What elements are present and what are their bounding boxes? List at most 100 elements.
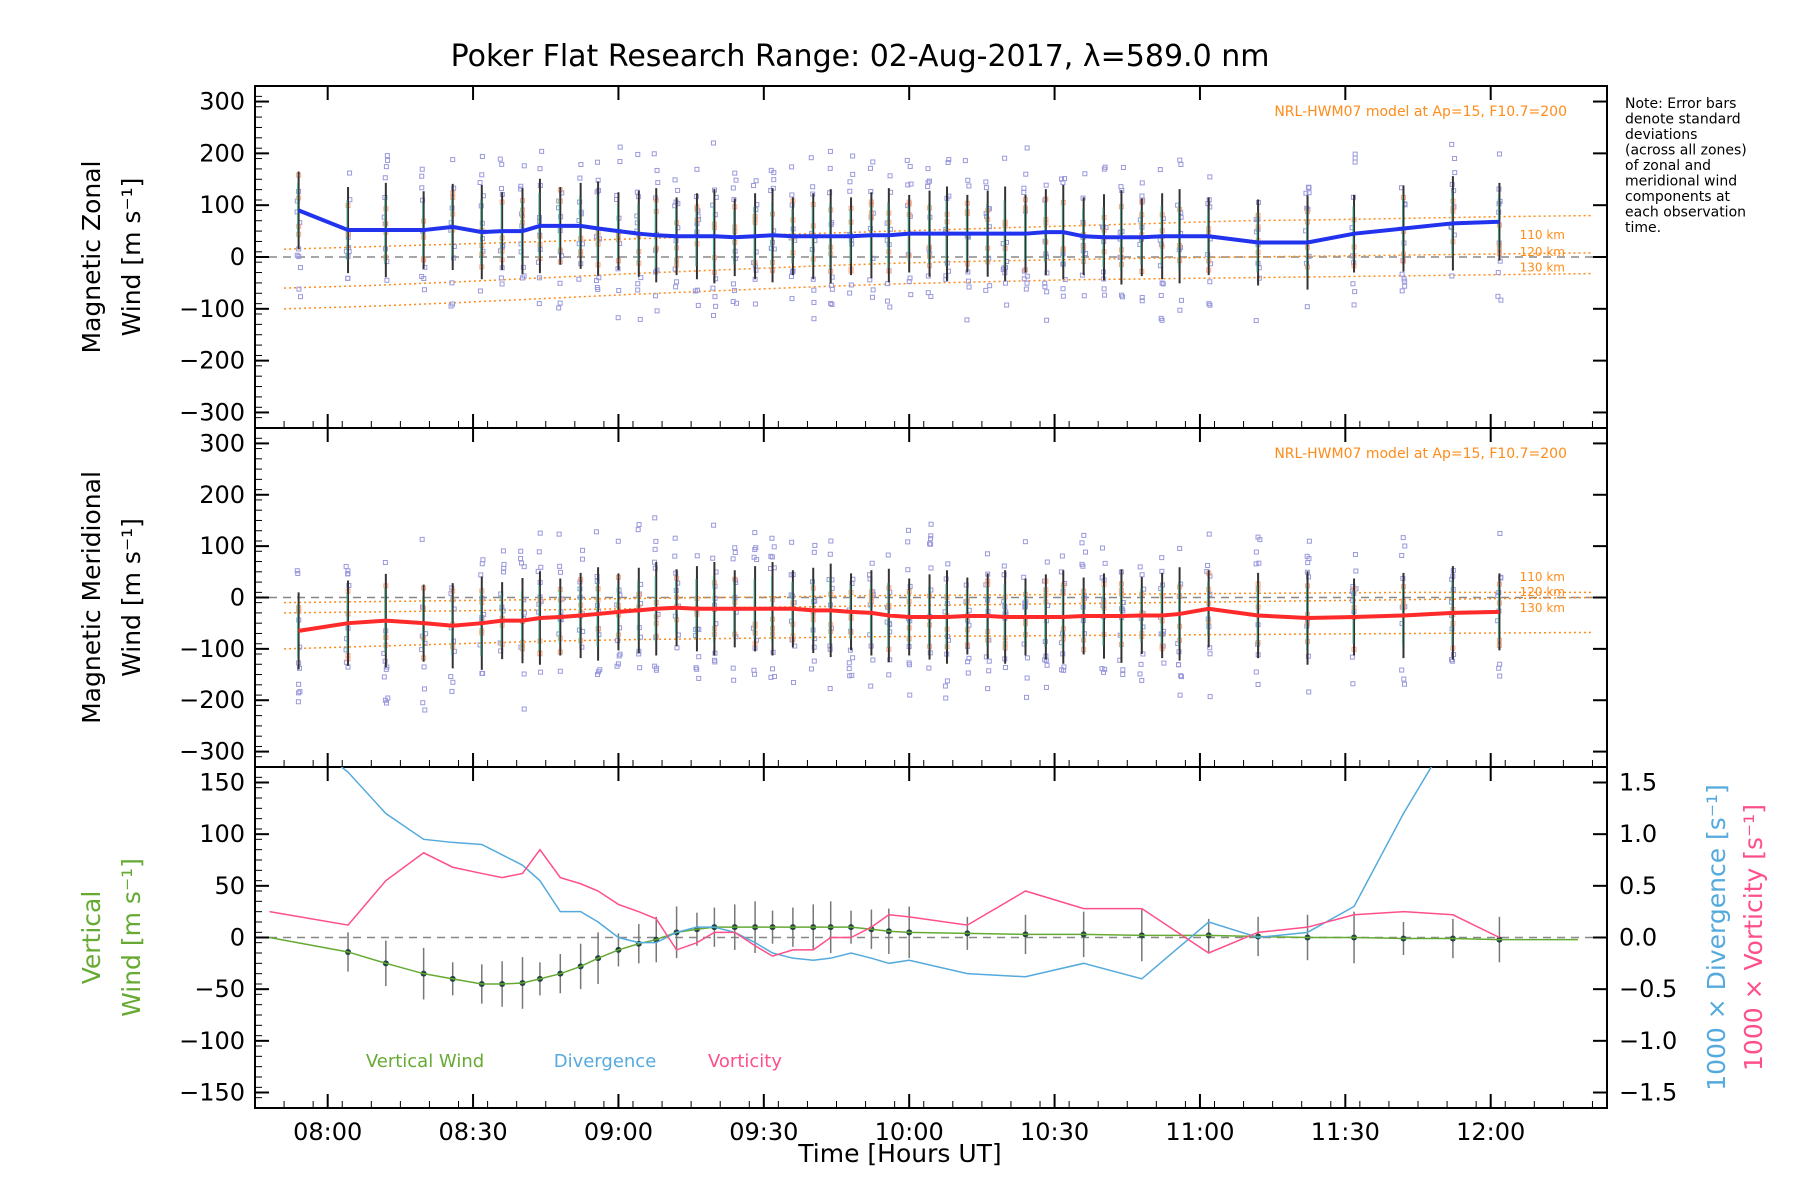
scatter-point <box>942 683 948 689</box>
scatter-point <box>538 669 544 675</box>
scatter-point <box>615 315 621 321</box>
scatter-point <box>652 515 658 521</box>
scatter-point <box>576 276 582 282</box>
meridional-wind-line <box>298 605 1500 633</box>
scatter-point <box>943 695 949 701</box>
x-tick-label: 11:00 <box>1165 1118 1234 1146</box>
scatter-point <box>536 275 542 281</box>
chart-title: Poker Flat Research Range: 02-Aug-2017, … <box>451 39 1270 74</box>
scatter-point <box>986 658 992 664</box>
scatter-point <box>926 178 932 184</box>
scatter-point <box>905 539 911 545</box>
scatter-point <box>751 554 757 560</box>
scatter-point <box>908 181 914 187</box>
scatter-point <box>771 177 777 183</box>
scatter-point <box>904 157 910 163</box>
vertical-plot-area <box>269 767 1578 1009</box>
scatter-point <box>1160 281 1166 287</box>
scatter-point <box>712 294 718 300</box>
scatter-point <box>653 538 659 544</box>
scatter-point <box>1138 661 1144 667</box>
scatter-point <box>694 666 700 672</box>
scatter-point <box>751 667 757 673</box>
scatter-point <box>925 166 931 172</box>
scatter-point <box>638 275 644 281</box>
scatter-point <box>713 303 719 309</box>
scatter-point <box>944 678 950 684</box>
scatter-point <box>1024 675 1030 681</box>
scatter-point <box>653 293 659 299</box>
scatter-point <box>925 290 931 296</box>
scatter-point <box>637 316 643 322</box>
scatter-point <box>674 645 680 651</box>
scatter-point <box>1083 549 1089 555</box>
note-line: components at <box>1625 189 1731 205</box>
scatter-point <box>732 550 738 556</box>
x-tick-label: 12:00 <box>1456 1118 1525 1146</box>
scatter-point <box>907 275 913 281</box>
scatter-point <box>928 533 934 539</box>
x-axis-title: Time [Hours UT] <box>797 1139 1001 1168</box>
y-tick-label: −100 <box>179 1027 245 1055</box>
altitude-label: 130 km <box>1520 261 1565 275</box>
scatter-point <box>1139 298 1145 304</box>
scatter-point <box>593 529 599 535</box>
vertical-wind-line <box>269 926 1578 985</box>
scatter-point <box>382 559 388 565</box>
scatter-point <box>557 300 563 306</box>
scatter-point <box>577 175 583 181</box>
y-tick-label: 0 <box>230 584 245 612</box>
legend-entry: Vorticity <box>708 1051 782 1072</box>
scatter-point <box>789 164 795 170</box>
scatter-point <box>579 556 585 562</box>
scatter-point <box>1206 301 1212 307</box>
y2-tick-label: 1.0 <box>1619 820 1657 848</box>
scatter-point <box>811 316 817 322</box>
scatter-point <box>1497 530 1503 536</box>
scatter-point <box>811 299 817 305</box>
scatter-point <box>674 279 680 285</box>
scatter-point <box>594 278 600 284</box>
scatter-point <box>1159 280 1165 286</box>
panel-vertical: 150 100 50 0 −50 −100 −150 08:00 08:30 09:00 09:30… <box>77 766 1768 1146</box>
scatter-point <box>730 281 736 287</box>
scatter-point <box>421 287 427 293</box>
divergence-line <box>340 767 1433 980</box>
x-tick-label: 08:30 <box>438 1118 507 1146</box>
scatter-point <box>1255 534 1261 540</box>
scatter-point <box>1306 689 1312 695</box>
scatter-point <box>790 679 796 685</box>
scatter-point <box>450 157 456 163</box>
scatter-point <box>419 536 425 542</box>
scatter-point <box>521 671 527 677</box>
scatter-point <box>850 655 856 661</box>
note-line: Note: Error bars <box>1625 96 1736 112</box>
scatter-point <box>984 551 990 557</box>
scatter-point <box>966 284 972 290</box>
scatter-point <box>1021 185 1027 191</box>
scatter-point <box>1022 539 1028 545</box>
scatter-point <box>383 666 389 672</box>
scatter-point <box>597 667 603 673</box>
y-axis-title-line1: Magnetic Meridional <box>77 471 106 724</box>
scatter-point <box>752 671 758 677</box>
scatter-point <box>1044 317 1050 323</box>
scatter-point <box>847 290 853 296</box>
scatter-point <box>1350 681 1356 687</box>
scatter-point <box>925 183 931 189</box>
y-tick-label: −200 <box>179 686 245 714</box>
scatter-point <box>1139 572 1145 578</box>
scatter-point <box>518 548 524 554</box>
scatter-point <box>886 672 892 678</box>
scatter-point <box>868 683 874 689</box>
scatter-point <box>1120 294 1126 300</box>
scatter-point <box>1305 560 1311 566</box>
scatter-point <box>1060 180 1066 186</box>
scatter-point <box>595 159 601 165</box>
scatter-point <box>810 184 816 190</box>
note-line: denote standard <box>1625 112 1741 128</box>
scatter-point <box>296 681 302 687</box>
y-tick-label: 50 <box>214 872 245 900</box>
note-line: meridional wind <box>1625 174 1737 190</box>
